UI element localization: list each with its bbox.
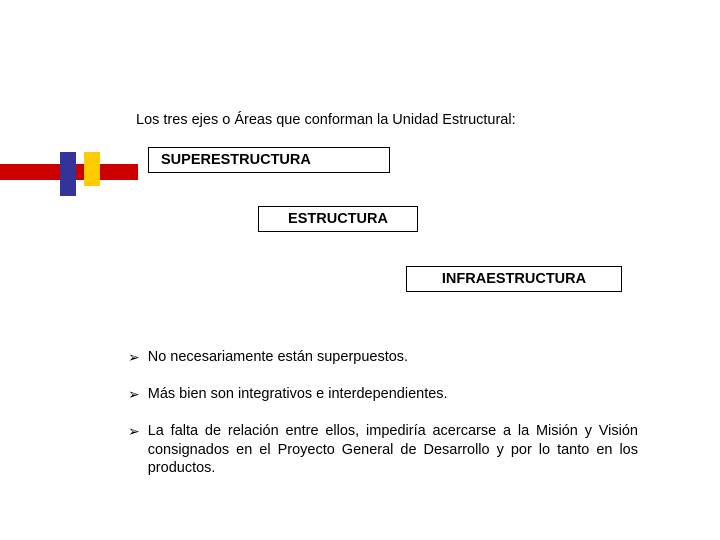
bullet-marker-icon: ➢	[128, 348, 140, 367]
level-box-superestructura: SUPERESTRUCTURA	[148, 147, 390, 173]
bullet-marker-icon: ➢	[128, 385, 140, 404]
bullet-text: No necesariamente están superpuestos.	[148, 348, 638, 367]
level-box-estructura: ESTRUCTURA	[258, 206, 418, 232]
bullet-marker-icon: ➢	[128, 422, 140, 441]
intro-text: Los tres ejes o Áreas que conforman la U…	[136, 112, 516, 128]
bullet-item: ➢ No necesariamente están superpuestos.	[128, 348, 638, 367]
slide-decoration	[0, 152, 142, 196]
bullet-item: ➢ La falta de relación entre ellos, impe…	[128, 422, 638, 479]
decoration-bar-yellow	[84, 152, 100, 186]
bullet-list: ➢ No necesariamente están superpuestos. …	[128, 348, 638, 496]
bullet-text: La falta de relación entre ellos, impedi…	[148, 422, 638, 479]
bullet-item: ➢ Más bien son integrativos e interdepen…	[128, 385, 638, 404]
decoration-bar-blue	[60, 152, 76, 196]
level-box-infraestructura: INFRAESTRUCTURA	[406, 266, 622, 292]
bullet-text: Más bien son integrativos e interdependi…	[148, 385, 638, 404]
